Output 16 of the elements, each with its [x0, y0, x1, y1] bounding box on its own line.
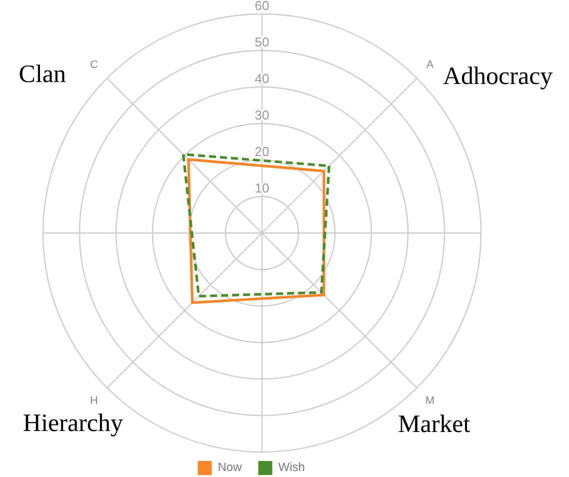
- text: Hierarchy: [23, 410, 124, 437]
- text: Adhocracy: [443, 63, 554, 90]
- legend-label: Now: [218, 460, 242, 474]
- y-tick-label: 50: [254, 34, 270, 50]
- y-tick-label: 40: [254, 71, 270, 86]
- spoke-label: C: [90, 58, 98, 71]
- text: Market: [398, 411, 470, 438]
- spoke-label: A: [426, 58, 434, 71]
- y-tick-label: 30: [254, 108, 270, 122]
- spoke-label: H: [90, 394, 98, 407]
- legend-label: Wish: [278, 460, 305, 474]
- y-tick-label: 20: [254, 144, 270, 159]
- spoke-label: M: [425, 394, 435, 407]
- text: Clan: [18, 61, 66, 88]
- y-tick-label: 10: [254, 180, 270, 196]
- y-tick-label: 60: [254, 0, 270, 13]
